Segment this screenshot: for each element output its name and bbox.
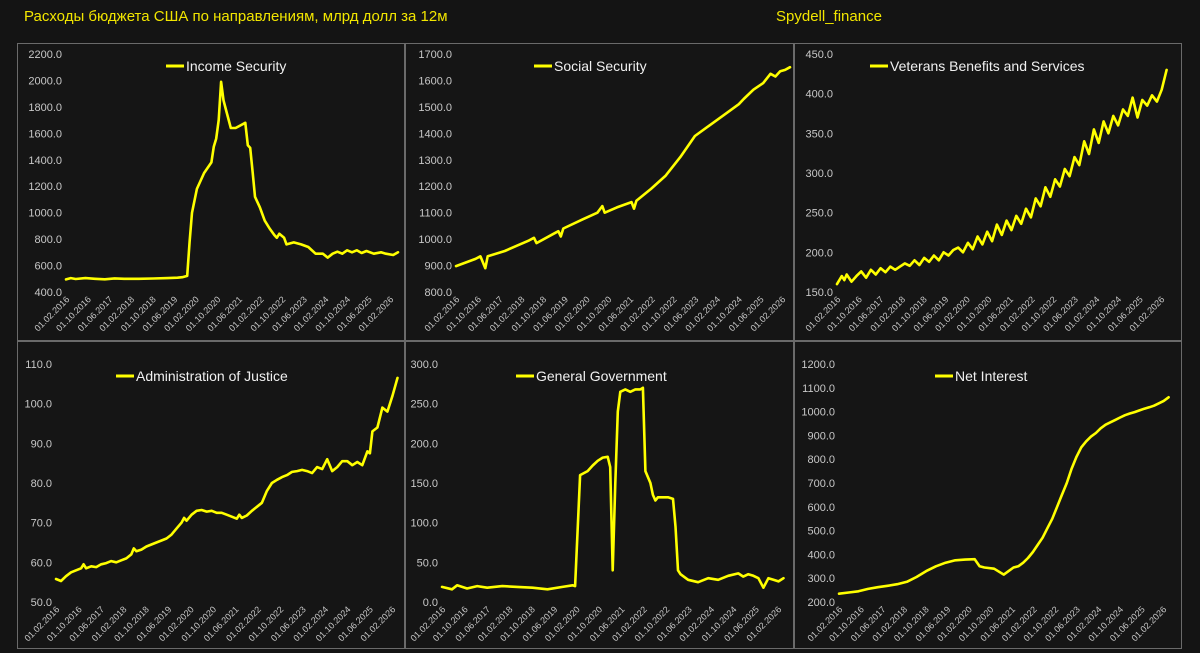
y-tick-label: 1800.0: [28, 102, 62, 114]
y-tick-label: 1700.0: [418, 49, 452, 61]
chart-panel-administration-of-justice: 50.0 60.0 70.0 80.0 90.0 100.0 110.0 01.02.2016…: [17, 341, 405, 649]
y-tick-label: 200.0: [807, 597, 835, 609]
y-tick-label: 2000.0: [28, 75, 62, 87]
y-tick-label: 200.0: [805, 247, 833, 259]
y-tick-label: 900.0: [807, 430, 835, 442]
y-tick-label: 2200.0: [28, 49, 62, 61]
page-title: Расходы бюджета США по направлениям, млр…: [24, 8, 448, 25]
y-tick-label: 400.0: [34, 287, 62, 299]
y-tick-label: 250.0: [805, 208, 833, 220]
y-tick-label: 300.0: [805, 168, 833, 180]
y-tick-label: 60.0: [31, 557, 52, 569]
y-tick-label: 1600.0: [28, 128, 62, 140]
y-tick-label: 1100.0: [419, 208, 452, 220]
chart-panel-general-government: 0.0 50.0 100.0 150.0 200.0 250.0 300.0 01.02.20…: [405, 341, 794, 649]
y-tick-label: 200.0: [410, 438, 438, 450]
chart-panel-income-security: 400.0 600.0 800.0 1000.0 1200.0 1400.0 1600.0 1…: [17, 43, 405, 341]
chart-svg: 50.060.070.080.090.0100.0110.001.02.2016…: [22, 359, 399, 643]
series-line-veterans-benefits-and-services: [835, 68, 1168, 286]
y-tick-label: 1200.0: [418, 181, 452, 193]
y-tick-label: 900.0: [424, 261, 452, 273]
y-tick-label: 600.0: [807, 502, 835, 514]
y-tick-label: 150.0: [410, 478, 438, 490]
y-tick-label: 350.0: [805, 128, 833, 140]
y-tick-label: 0.0: [423, 597, 438, 609]
y-tick-label: 1000.0: [28, 208, 62, 220]
y-tick-label: 500.0: [807, 526, 835, 538]
legend-label: Net Interest: [955, 368, 1027, 384]
y-tick-label: 1000.0: [418, 234, 452, 246]
legend-label: Administration of Justice: [136, 368, 288, 384]
y-tick-label: 800.0: [34, 234, 62, 246]
y-tick-label: 700.0: [807, 478, 835, 490]
y-tick-label: 300.0: [807, 573, 835, 585]
series-line-administration-of-justice: [54, 376, 399, 583]
series-line-social-security: [454, 65, 792, 270]
y-tick-label: 100.0: [24, 399, 52, 411]
y-tick-label: 1100.0: [802, 383, 835, 395]
chart-panel-net-interest: 200.0 300.0 400.0 500.0 600.0 700.0 800.0 900.0…: [794, 341, 1182, 649]
y-tick-label: 50.0: [417, 557, 438, 569]
y-tick-label: 1400.0: [28, 155, 62, 167]
y-tick-label: 1400.0: [418, 128, 452, 140]
chart-svg: 400.0 600.0 800.0 1000.0 1200.0 1400.0 1600.0 1…: [28, 49, 400, 333]
y-tick-label: 800.0: [807, 454, 835, 466]
author-label: Spydell_finance: [776, 8, 882, 25]
y-tick-label: 400.0: [805, 89, 833, 101]
y-tick-label: 400.0: [807, 549, 835, 561]
series-line-income-security: [64, 80, 400, 281]
legend-label: Social Security: [554, 58, 647, 74]
y-tick-label: 1600.0: [418, 75, 452, 87]
chart-svg: 0.050.0100.0150.0200.0250.0300.001.02.20…: [408, 359, 785, 643]
y-tick-label: 300.0: [410, 359, 438, 371]
y-tick-label: 1000.0: [801, 407, 835, 419]
chart-panel-social-security: 800.0 900.0 1000.0 1100.0 1200.0 1300.0 1400.0…: [405, 43, 794, 341]
legend-label: General Government: [536, 368, 667, 384]
legend-label: Income Security: [186, 58, 286, 74]
chart-svg: 200.0 300.0 400.0 500.0 600.0 700.0 800.0 900.0…: [801, 359, 1170, 643]
y-tick-label: 1200.0: [801, 359, 835, 371]
chart-svg: 800.0 900.0 1000.0 1100.0 1200.0 1300.0 1400.0…: [418, 49, 792, 333]
y-tick-label: 450.0: [805, 49, 833, 61]
series-line-general-government: [440, 386, 785, 591]
y-tick-label: 80.0: [31, 478, 52, 490]
series-line-net-interest: [837, 395, 1170, 595]
chart-svg: 150.0200.0250.0300.0350.0400.0450.001.02…: [803, 49, 1168, 333]
y-tick-label: 250.0: [410, 399, 438, 411]
y-tick-label: 100.0: [410, 518, 438, 530]
y-tick-label: 800.0: [424, 287, 452, 299]
y-tick-label: 1200.0: [28, 181, 62, 193]
y-tick-label: 70.0: [31, 518, 52, 530]
y-tick-label: 1300.0: [418, 155, 452, 167]
y-tick-label: 1500.0: [418, 102, 452, 114]
chart-panel-veterans-benefits: 150.0 200.0 250.0 300.0 350.0 400.0 450.0 01.02…: [794, 43, 1182, 341]
y-tick-label: 50.0: [31, 597, 52, 609]
y-tick-label: 600.0: [34, 261, 62, 273]
legend-label: Veterans Benefits and Services: [890, 58, 1085, 74]
y-tick-label: 110.0: [25, 359, 52, 371]
y-tick-label: 90.0: [31, 438, 52, 450]
y-tick-label: 150.0: [805, 287, 833, 299]
